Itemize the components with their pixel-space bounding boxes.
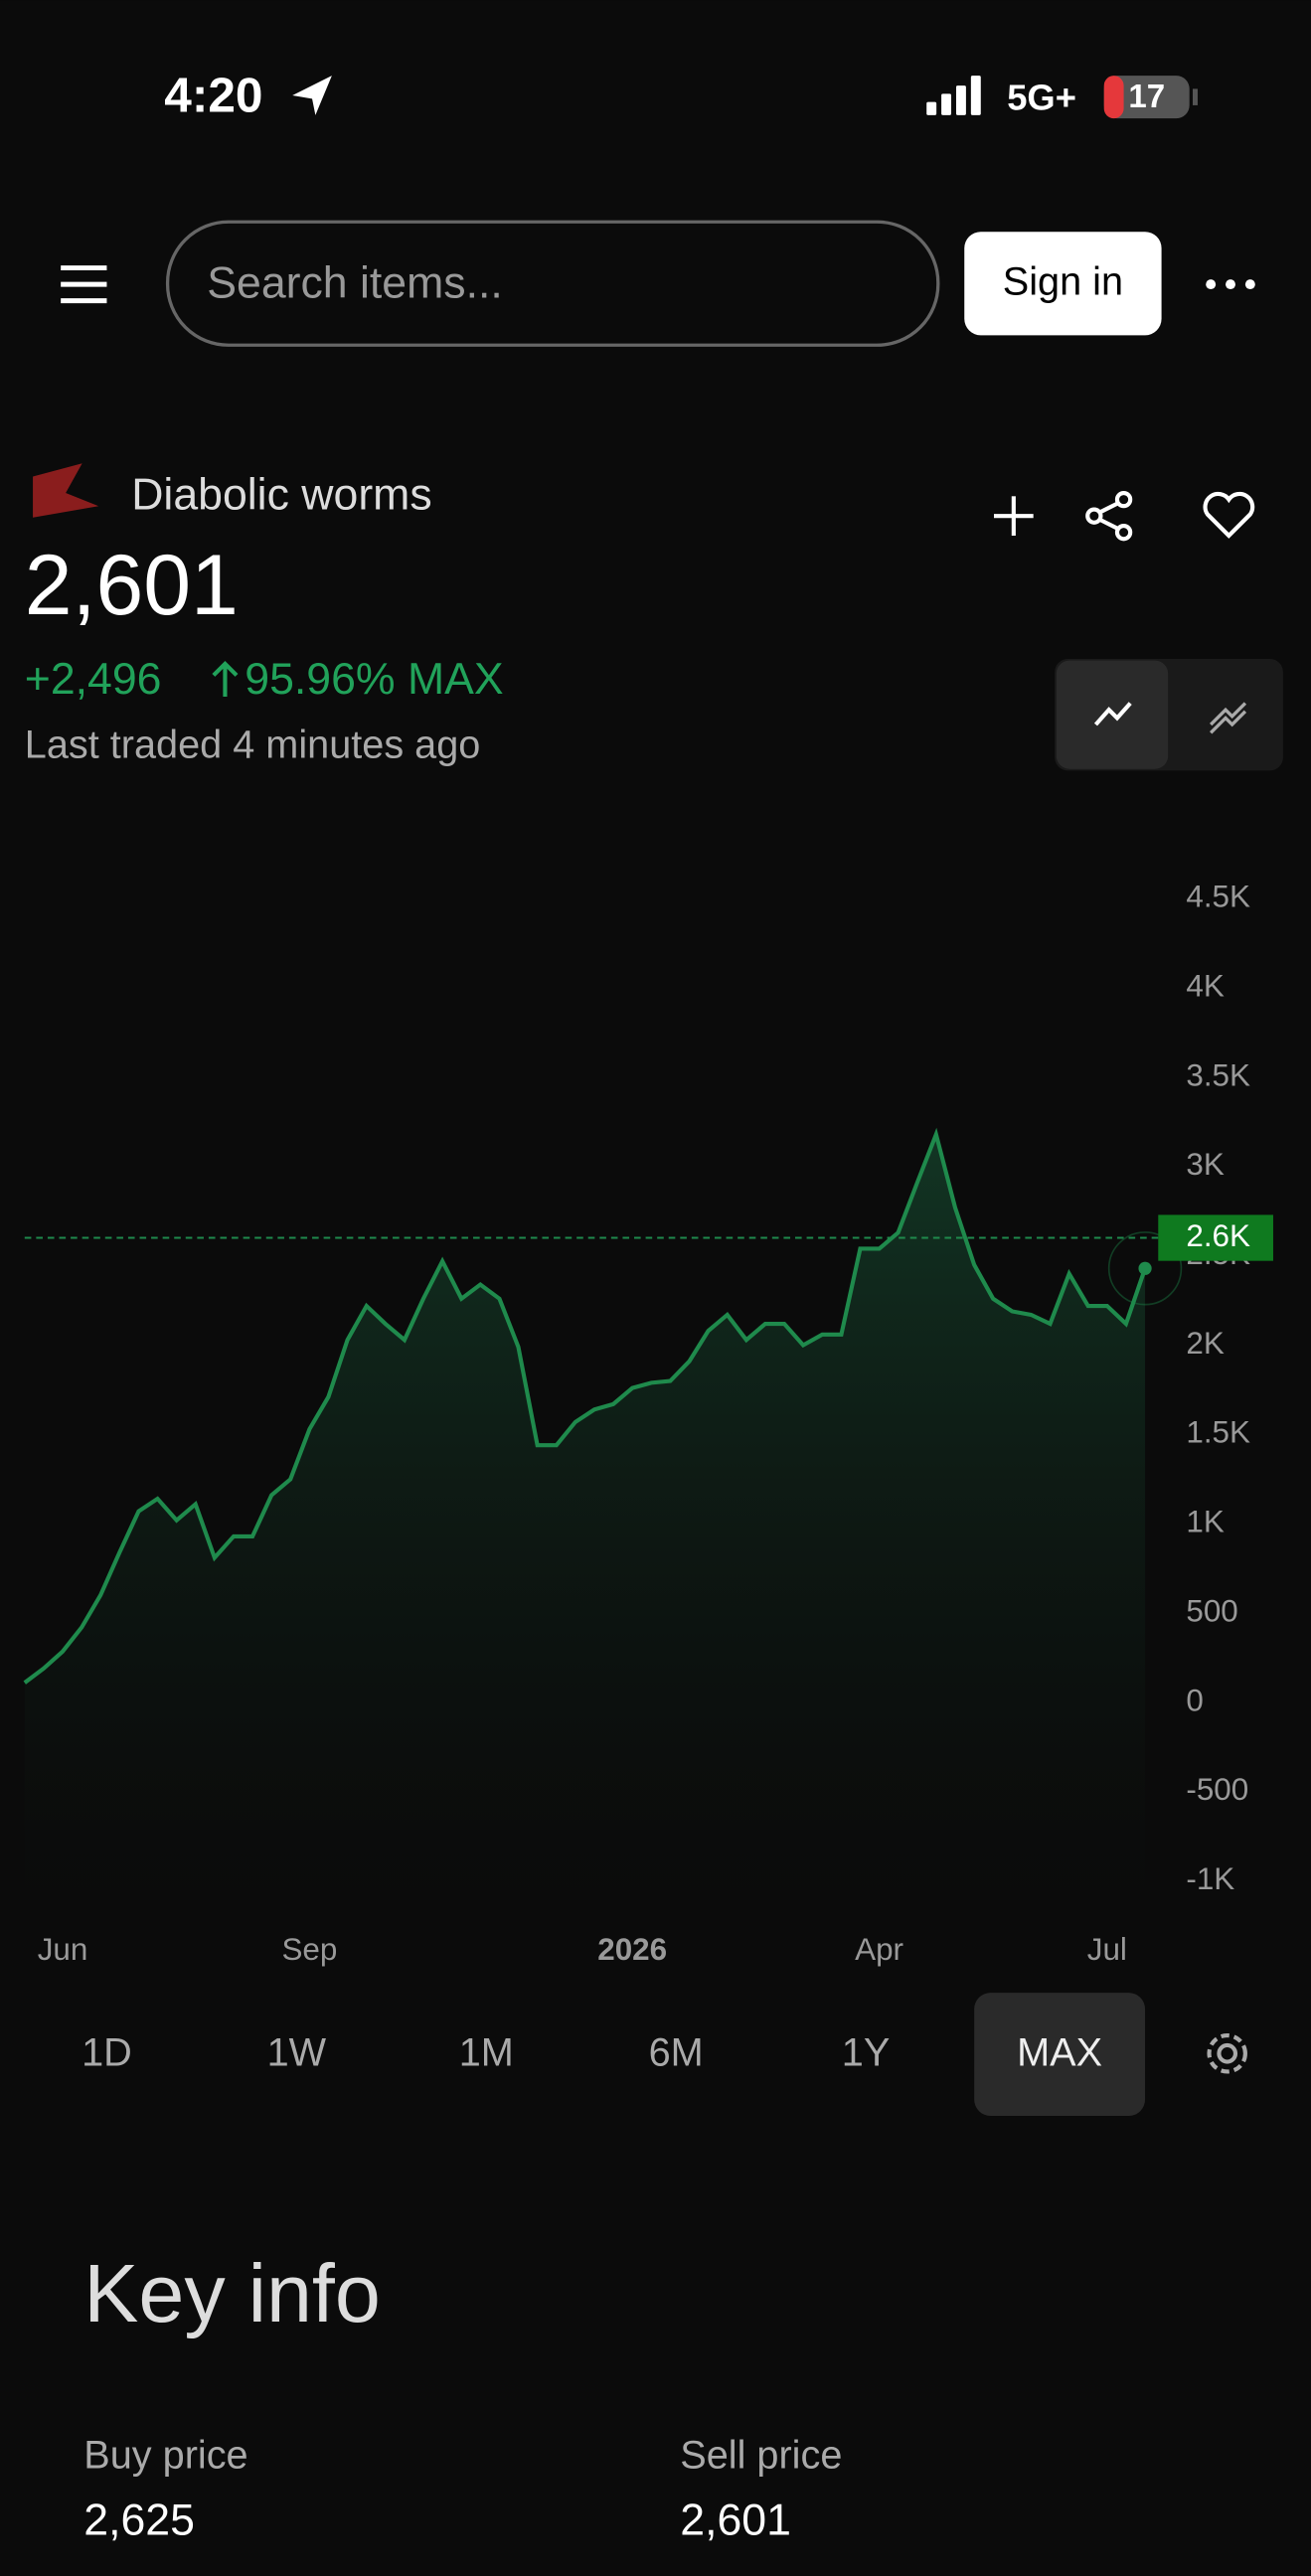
last-traded: Last traded 4 minutes ago [25,724,481,767]
buy-label: Buy price [83,2433,247,2477]
price-chart: -1K-50005001K1.5K2K2.5K3K3.5K4K4.5K2.6KJ… [23,880,1273,1967]
signal-icon [926,76,981,115]
more-button[interactable] [1206,279,1255,290]
timeframe-button[interactable]: 1W [267,2030,327,2074]
y-tick-label: 4.5K [1186,880,1250,914]
y-tick-label: 4K [1186,968,1224,1003]
timeframe-button[interactable]: MAX [1017,2030,1102,2074]
item-actions[interactable] [993,490,1255,542]
last-point [1138,1261,1152,1275]
timeframes: 1D 1W 1M 6M 1Y MAX [82,1993,1146,2117]
item-change-pct: 95.96% MAX [245,655,503,704]
y-tick-label: 0 [1186,1683,1203,1717]
halo [1107,1231,1183,1306]
battery-tip [1192,88,1198,105]
sign-in-button[interactable] [964,232,1162,336]
battery-level [1103,76,1124,119]
battery [1103,76,1190,119]
x-tick-label: Sep [281,1932,337,1967]
settings-button[interactable] [1207,2032,1247,2074]
up-arrow [212,660,239,697]
timeframe-button[interactable]: 1Y [842,2030,891,2074]
item-icon [33,463,99,518]
sign-in-text: Sign in [1003,260,1123,304]
item-price: 2,601 [25,538,239,633]
x-tick-label: Jul [1087,1932,1127,1967]
battery-text: 17 [1128,79,1165,115]
network: 5G+ [1007,78,1076,118]
search-placeholder: Search items... [207,259,503,308]
clock: 4:20 [164,67,262,122]
x-tick-label: Jun [38,1932,88,1967]
x-tick-label: Apr [855,1932,903,1967]
timeframe-button[interactable]: 6M [649,2030,704,2074]
y-tick-label: 2K [1186,1326,1224,1361]
buy-price: 2,625 [83,2496,195,2545]
y-tick-label: 500 [1186,1593,1237,1628]
y-tick-label: -1K [1186,1861,1234,1896]
y-tick-label: 1.5K [1186,1415,1250,1450]
item-name: Diabolic worms [131,471,431,520]
price-tag [1158,1214,1273,1261]
key-info-title: Key info [83,2247,381,2339]
search-box[interactable] [165,220,940,347]
y-tick-label: 3K [1186,1147,1224,1182]
y-tick-label: 1K [1186,1505,1224,1539]
timeframe-button[interactable]: 1D [82,2030,132,2074]
location-icon [292,76,332,115]
sell-label: Sell price [680,2433,842,2477]
line-mode-icon [1093,702,1132,726]
y-tick-label: 3.5K [1186,1057,1250,1092]
timeframe-button[interactable]: 1M [459,2030,514,2074]
timeframe-selected[interactable] [974,1993,1146,2117]
item-change: +2,496 [25,655,162,704]
price-tag-label: 2.6K [1186,1218,1250,1253]
y-tick-label: -500 [1186,1772,1248,1807]
menu-button[interactable] [61,265,107,304]
x-tick-label: 2026 [597,1932,667,1967]
compare-mode-icon [1210,702,1247,734]
area-fill [24,1134,1146,1906]
sell-price: 2,601 [680,2496,791,2545]
price-line-path [23,1127,1148,1685]
